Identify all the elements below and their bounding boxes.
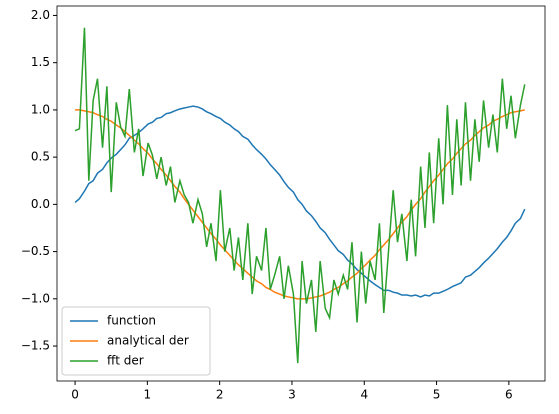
y-tick-label: 2.0 [31, 8, 50, 22]
y-tick-label: 0.0 [31, 197, 50, 211]
y-tick-label: 0.5 [31, 150, 50, 164]
legend-label: analytical der [107, 334, 189, 348]
x-tick-label: 4 [360, 388, 368, 402]
x-tick-label: 3 [288, 388, 296, 402]
y-tick-label: −1.0 [21, 291, 50, 305]
x-tick-label: 1 [144, 388, 152, 402]
line-series [74, 105, 526, 298]
legend-label: function [107, 314, 156, 328]
y-tick-label: 1.5 [31, 55, 50, 69]
x-tick-label: 0 [71, 388, 79, 402]
legend-label: fft der [107, 354, 144, 368]
legend-box [61, 306, 211, 376]
legend: function analytical der fft der [61, 306, 211, 376]
x-tick-label: 5 [433, 388, 441, 402]
axes-frame [56, 5, 546, 382]
y-tick-label: −1.5 [21, 339, 50, 353]
line-series [74, 27, 526, 364]
x-tick-label: 6 [505, 388, 513, 402]
x-tick-label: 2 [216, 388, 224, 402]
y-tick-label: 1.0 [31, 102, 50, 116]
y-tick-label: −0.5 [21, 244, 50, 258]
